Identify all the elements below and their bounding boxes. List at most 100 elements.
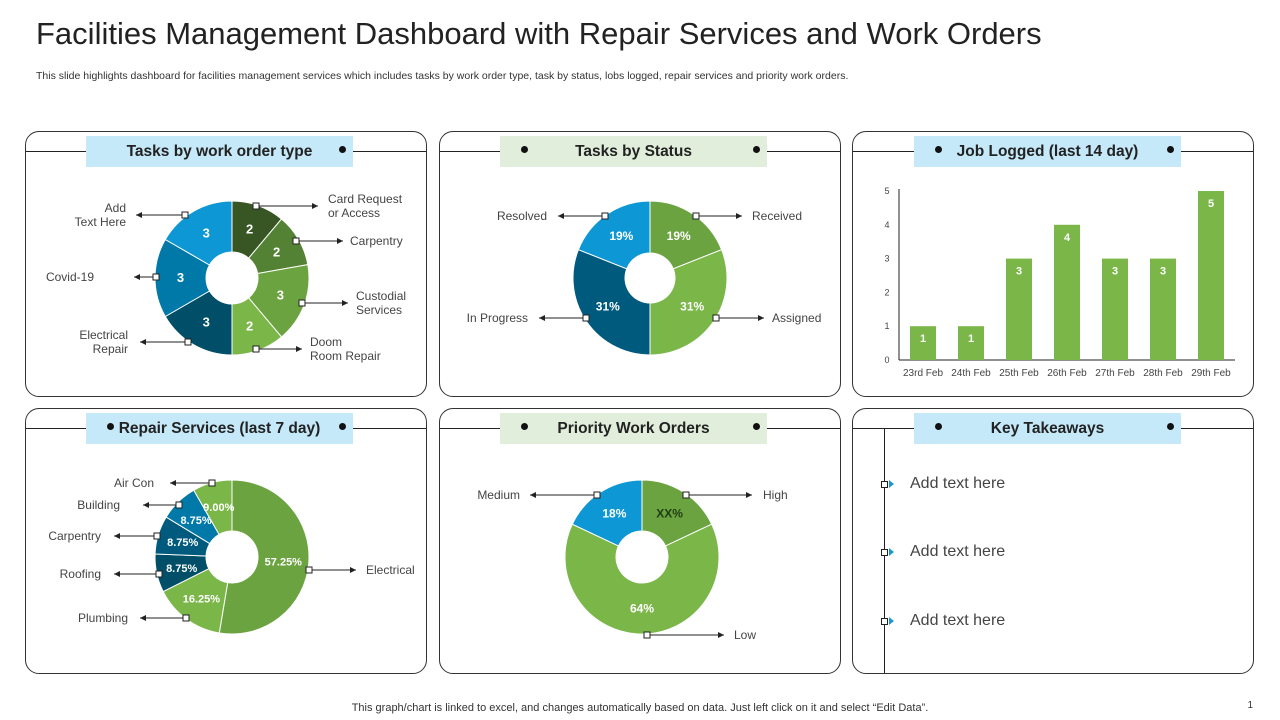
callout-label: Assigned [772, 311, 821, 325]
donut-slice [649, 249, 728, 356]
card-title: Job Logged (last 14 day) [914, 136, 1181, 167]
donut-slice [572, 249, 651, 356]
y-tick-label: 0 [884, 355, 889, 365]
slice-value-label: 3 [177, 270, 184, 285]
card-key-takeaways: Key Takeaways Add text here Add text her… [852, 408, 1254, 674]
card-title: Tasks by Status [500, 136, 767, 167]
callout-arrow-icon [312, 203, 318, 209]
header-dot [935, 423, 942, 430]
y-tick-label: 1 [884, 321, 889, 331]
bar [958, 326, 984, 360]
slice-value-label: 19% [609, 229, 633, 243]
card-title: Priority Work Orders [500, 413, 767, 444]
x-tick-label: 27th Feb [1095, 368, 1135, 379]
callout-arrow-icon [114, 571, 120, 577]
callout-arrow-icon [337, 238, 343, 244]
y-tick-label: 2 [884, 287, 889, 297]
x-tick-label: 26th Feb [1047, 368, 1087, 379]
card-job-logged: Job Logged (last 14 day) 0 1 2 3 4 5 1 23rd Feb… [852, 131, 1254, 397]
callout-marker [305, 566, 313, 574]
callout-marker [175, 501, 183, 509]
bullet-square-icon [881, 480, 888, 488]
slice-value-label: 19% [667, 229, 691, 243]
slice-value-label: 31% [596, 300, 620, 314]
callout-marker [292, 237, 300, 245]
takeaway-item: Add text here [881, 612, 1005, 630]
bar [910, 326, 936, 360]
callout-arrow-icon [143, 502, 149, 508]
callout-arrow-icon [758, 315, 764, 321]
card-repair-services: Repair Services (last 7 day) 57.25% 16.25… [25, 408, 427, 674]
bar [1054, 224, 1080, 360]
callout-arrow-icon [539, 315, 545, 321]
callout-marker [593, 491, 601, 499]
y-tick-label: 5 [884, 186, 889, 196]
donut-slice [218, 479, 310, 635]
header-dot [1167, 423, 1174, 430]
header-dot [521, 423, 528, 430]
page-subtitle: This slide highlights dashboard for faci… [36, 70, 849, 82]
x-tick-label: 25th Feb [999, 368, 1039, 379]
bar [1198, 191, 1224, 360]
callout-label: Low [734, 628, 756, 642]
job-logged-bar-chart: 0 1 2 3 4 5 1 23rd Feb 1 24th Feb 3 25th Feb 4 26th F… [884, 186, 1235, 379]
slice-value-label: 16.25% [183, 593, 221, 605]
bar-value-label: 3 [1112, 266, 1118, 278]
bar-value-label: 4 [1064, 232, 1071, 244]
slice-value-label: 8.75% [167, 537, 198, 549]
callout-label: Services [356, 303, 402, 317]
callout-label: In Progress [467, 311, 528, 325]
slice-value-label: 31% [680, 300, 704, 314]
bar [1150, 258, 1176, 360]
donut-slice [248, 264, 310, 338]
callout-marker [208, 479, 216, 487]
callout-marker [181, 211, 189, 219]
callout-arrow-icon [140, 339, 146, 345]
header-dot [935, 146, 942, 153]
callout-arrow-icon [718, 632, 724, 638]
callout-arrow-icon [170, 480, 176, 486]
header-dot [339, 423, 346, 430]
callout-arrow-icon [140, 615, 146, 621]
donut-slice [649, 200, 723, 270]
callout-label: Electrical [366, 563, 415, 577]
bar-value-label: 5 [1208, 198, 1214, 210]
callout-label: Electrical [79, 328, 128, 342]
callout-arrow-icon [530, 492, 536, 498]
callout-marker [252, 345, 260, 353]
donut-slice [164, 200, 233, 266]
y-tick-label: 3 [884, 254, 889, 264]
header-dot [753, 423, 760, 430]
takeaway-text: Add text here [910, 612, 1006, 629]
callout-label: Plumbing [78, 611, 128, 625]
status-donut: 19% 31% 31% 19% Received Assigned In Progress R… [467, 200, 821, 356]
bar-value-label: 1 [968, 333, 974, 345]
callout-label: Air Con [114, 476, 154, 490]
header-dot [521, 146, 528, 153]
callout-label: Add [105, 201, 126, 215]
callout-label: Text Here [75, 215, 127, 229]
callout-marker [643, 631, 651, 639]
callout-label: Covid-19 [46, 270, 94, 284]
slice-value-label: 9.00% [203, 502, 234, 514]
callout-marker [692, 212, 700, 220]
bullet-arrow-icon [889, 480, 894, 488]
callout-arrow-icon [558, 213, 564, 219]
callout-label: Medium [477, 488, 520, 502]
callout-marker [682, 491, 690, 499]
callout-arrow-icon [736, 213, 742, 219]
x-tick-label: 29th Feb [1191, 368, 1231, 379]
card-title: Key Takeaways [914, 413, 1181, 444]
callout-marker [153, 532, 161, 540]
donut-slice [641, 479, 713, 547]
card-tasks-by-work-order-type: Tasks by work order type 2 2 3 2 3 3 3 Card Req… [25, 131, 427, 397]
takeaway-item: Add text here [881, 475, 1005, 493]
callout-label: Received [752, 209, 802, 223]
donut-slice [571, 479, 643, 547]
header-dot [753, 146, 760, 153]
donut-slice [577, 200, 651, 270]
bullet-square-icon [881, 617, 888, 625]
callout-label: or Access [328, 206, 380, 220]
header-dot [107, 423, 114, 430]
